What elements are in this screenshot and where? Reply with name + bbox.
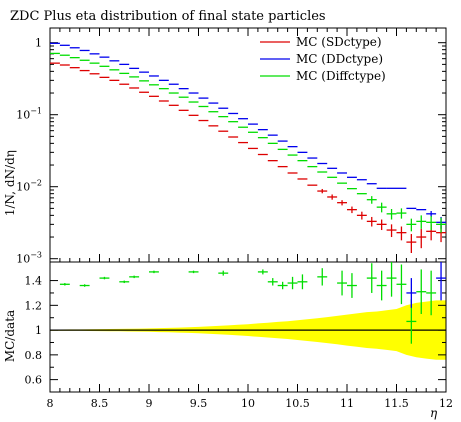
series-3-markers	[50, 52, 446, 233]
legend: MC (SDctype) MC (DDctype) MC (Diffctype)	[260, 35, 386, 83]
legend-label-sd: MC (SDctype)	[296, 35, 382, 49]
series-2-markers	[50, 42, 446, 229]
chart-title: ZDC Plus eta distribution of final state…	[10, 9, 326, 24]
y-tick-label: 10−2	[16, 179, 42, 194]
ratio-y-tick-label: 1	[35, 324, 42, 337]
x-tick-label: 9	[146, 397, 153, 410]
main-panel: 10−3 10−2 10−1 1	[16, 27, 447, 266]
y-axis-label-ratio: MC/data	[3, 310, 17, 362]
ratio-series-2-markers	[406, 262, 446, 308]
x-tick-label: 11.5	[384, 397, 409, 410]
y-tick-label: 10−1	[16, 107, 42, 122]
x-tick-label: 8	[47, 397, 54, 410]
y-tick-label: 1	[35, 37, 42, 50]
ratio-y-tick-label: 1.4	[25, 275, 43, 288]
legend-label-dd: MC (DDctype)	[296, 52, 383, 66]
ratio-panel: 0.6 0.8 1 1.2 1.4 8 8.5 9 9.5 10 10.5 11 11.5 12	[25, 261, 453, 410]
y-axis-label-main: 1/N, dN/dη	[3, 150, 17, 216]
x-axis-label: η	[430, 406, 438, 420]
ratio-series-1-markers	[59, 262, 437, 344]
series-1-markers	[50, 62, 446, 254]
x-tick-label: 8.5	[91, 397, 109, 410]
ratio-y-tick-label: 0.6	[25, 374, 43, 387]
ratio-y-tick-label: 1.2	[25, 299, 43, 312]
x-tick-label: 12	[439, 397, 453, 410]
ratio-y-tick-label: 0.8	[25, 349, 43, 362]
x-tick-label: 10.5	[285, 397, 310, 410]
x-tick-label: 10	[241, 397, 255, 410]
x-tick-label: 11	[340, 397, 354, 410]
x-tick-label: 9.5	[190, 397, 208, 410]
legend-label-diff: MC (Diffctype)	[296, 69, 386, 83]
main-plot-frame	[49, 27, 447, 263]
y-tick-label: 10−3	[16, 251, 42, 266]
